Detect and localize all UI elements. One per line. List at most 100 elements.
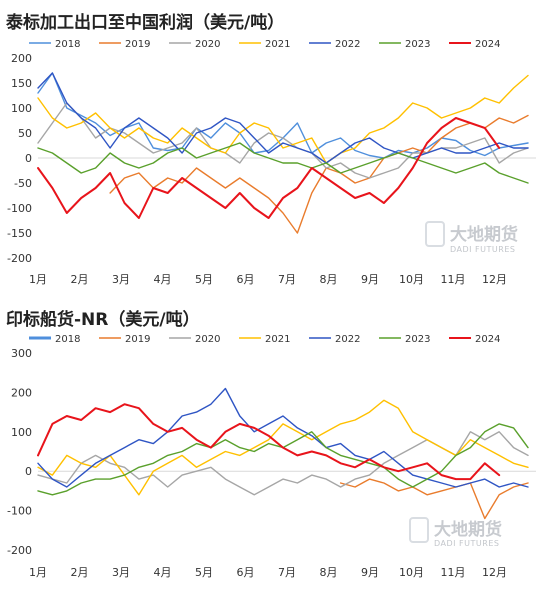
chart-2-x-axis: 1月 2月 3月 4月 5月 6月 7月 8月 9月 10月 11月 12月 — [29, 566, 507, 579]
chart-1-y-axis: 200 150 100 50 0 -50 -100 -150 -200 — [7, 52, 32, 265]
chart-1-watermark-brand: 大地期货 — [450, 224, 518, 245]
legend-label: 2024 — [475, 334, 500, 345]
chart-2-legend: 2018 2019 2020 2021 2022 2023 2024 — [29, 334, 500, 345]
y-tick-label: -200 — [7, 544, 32, 557]
x-tick-label: 10月 — [399, 273, 424, 286]
chart-2-title: 印标船货-NR（美元/吨） — [6, 309, 200, 330]
legend-item: 2023 — [379, 39, 430, 50]
x-tick-label: 1月 — [29, 273, 47, 286]
legend-label: 2022 — [335, 334, 360, 345]
x-tick-label: 12月 — [482, 566, 507, 579]
legend-label: 2023 — [405, 39, 430, 50]
legend-item: 2019 — [99, 334, 150, 345]
y-tick-label: -200 — [7, 252, 32, 265]
x-tick-label: 9月 — [361, 566, 379, 579]
legend-label: 2020 — [195, 39, 220, 50]
x-tick-label: 4月 — [154, 566, 172, 579]
y-tick-label: -150 — [7, 227, 32, 240]
x-tick-label: 8月 — [320, 566, 338, 579]
legend-item: 2024 — [449, 334, 500, 345]
legend-label: 2024 — [475, 39, 500, 50]
y-tick-label: 200 — [11, 52, 32, 65]
x-tick-label: 1月 — [29, 566, 47, 579]
x-tick-label: 12月 — [482, 273, 507, 286]
legend-item: 2022 — [309, 39, 360, 50]
y-tick-label: 150 — [11, 77, 32, 90]
series-line-2023 — [37, 423, 529, 496]
chart-2-series — [37, 387, 529, 520]
legend-label: 2021 — [265, 39, 290, 50]
series-line-2019 — [109, 114, 529, 234]
series-line-2024 — [37, 117, 501, 219]
chart-1-watermark-brand-en: DADI FUTURES — [450, 245, 515, 254]
y-tick-label: -100 — [7, 202, 32, 215]
chart-2-watermark-logo — [409, 517, 429, 543]
x-tick-label: 2月 — [71, 273, 89, 286]
legend-item: 2018 — [29, 334, 80, 345]
y-tick-label: 100 — [11, 426, 32, 439]
chart-2-y-axis: 300 200 100 0 -100 -200 — [7, 347, 32, 557]
series-line-2022 — [37, 72, 529, 164]
legend-label: 2023 — [405, 334, 430, 345]
legend-item: 2020 — [169, 334, 220, 345]
series-line-2024 — [37, 403, 501, 481]
series-line-2023 — [37, 142, 529, 184]
legend-label: 2020 — [195, 334, 220, 345]
chart-1-watermark-logo — [425, 221, 445, 247]
x-tick-label: 11月 — [441, 566, 466, 579]
y-tick-label: 0 — [25, 465, 32, 478]
x-tick-label: 3月 — [112, 566, 130, 579]
x-tick-label: 11月 — [441, 273, 466, 286]
chart-1-series — [37, 72, 529, 234]
x-tick-label: 7月 — [278, 273, 296, 286]
legend-label: 2018 — [55, 39, 80, 50]
legend-label: 2018 — [55, 334, 80, 345]
x-tick-label: 10月 — [399, 566, 424, 579]
y-tick-label: 0 — [25, 152, 32, 165]
legend-label: 2022 — [335, 39, 360, 50]
x-tick-label: 6月 — [237, 273, 255, 286]
chart-1-title: 泰标加工出口至中国利润（美元/吨） — [6, 12, 284, 33]
legend-label: 2019 — [125, 39, 150, 50]
y-tick-label: -50 — [14, 177, 32, 190]
legend-item: 2020 — [169, 39, 220, 50]
series-line-2021 — [37, 399, 529, 496]
chart-1-watermark: 大地期货 DADI FUTURES — [425, 221, 518, 254]
legend-item: 2022 — [309, 334, 360, 345]
y-tick-label: 300 — [11, 347, 32, 360]
chart-2-watermark: 大地期货 DADI FUTURES — [409, 517, 502, 548]
legend-item: 2021 — [239, 334, 290, 345]
legend-item: 2019 — [99, 39, 150, 50]
legend-item: 2024 — [449, 39, 500, 50]
x-tick-label: 2月 — [71, 566, 89, 579]
y-tick-label: -100 — [7, 505, 32, 518]
series-line-2022 — [37, 387, 529, 488]
chart-1-legend: 2018 2019 2020 2021 2022 2023 2024 — [29, 39, 500, 50]
legend-label: 2019 — [125, 334, 150, 345]
legend-label: 2021 — [265, 334, 290, 345]
chart-1-x-axis: 1月 2月 3月 4月 5月 6月 7月 8月 9月 10月 11月 12月 — [29, 273, 507, 286]
legend-item: 2021 — [239, 39, 290, 50]
series-line-2019 — [339, 478, 529, 520]
legend-item: 2018 — [29, 39, 80, 50]
x-tick-label: 4月 — [154, 273, 172, 286]
chart-2-indonesia-nr-spread: 印标船货-NR（美元/吨） 2018 2019 2020 2021 2022 2023 20… — [6, 309, 536, 579]
x-tick-label: 8月 — [320, 273, 338, 286]
legend-item: 2023 — [379, 334, 430, 345]
chart-1-profit-thai-to-china: 泰标加工出口至中国利润（美元/吨） 2018 2019 2020 2021 2022 20… — [6, 12, 536, 286]
x-tick-label: 9月 — [361, 273, 379, 286]
x-tick-label: 3月 — [112, 273, 130, 286]
x-tick-label: 5月 — [195, 273, 213, 286]
y-tick-label: 50 — [18, 127, 32, 140]
y-tick-label: 100 — [11, 102, 32, 115]
chart-2-watermark-brand-en: DADI FUTURES — [434, 539, 499, 548]
series-line-2020 — [37, 431, 529, 496]
chart-2-watermark-brand: 大地期货 — [434, 519, 502, 540]
x-tick-label: 7月 — [278, 566, 296, 579]
x-tick-label: 6月 — [237, 566, 255, 579]
series-line-2020 — [37, 102, 529, 179]
y-tick-label: 200 — [11, 386, 32, 399]
x-tick-label: 5月 — [195, 566, 213, 579]
